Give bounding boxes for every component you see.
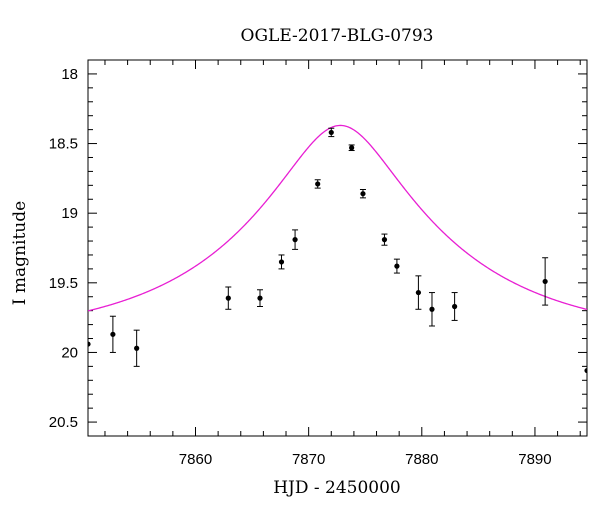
y-tick-labels: 18 18.5 19 19.5 20 20.5	[49, 66, 78, 431]
data-point	[314, 179, 321, 189]
data-points-group	[88, 127, 587, 374]
data-point	[348, 144, 355, 152]
y-tick-label: 18	[61, 66, 78, 83]
data-point	[381, 233, 388, 246]
plot-area	[87, 59, 588, 437]
x-tick-label: 7870	[292, 451, 325, 468]
x-tick-label: 7890	[518, 451, 551, 468]
chart-title: OGLE-2017-BLG-0793	[241, 26, 434, 46]
data-marker	[584, 367, 587, 374]
data-marker	[225, 295, 231, 301]
data-marker	[394, 263, 400, 269]
data-point	[88, 341, 91, 347]
data-marker	[415, 289, 422, 296]
data-point	[278, 254, 285, 270]
y-tick-label: 18.5	[49, 136, 78, 153]
data-marker	[452, 303, 458, 310]
data-marker	[257, 295, 263, 301]
data-marker	[278, 259, 285, 265]
data-marker	[315, 181, 321, 187]
data-marker	[292, 237, 298, 243]
y-tick-label: 20.5	[49, 414, 78, 431]
data-point	[359, 189, 366, 199]
x-tick-label: 7860	[179, 451, 212, 468]
data-marker	[381, 237, 388, 243]
data-marker	[349, 145, 355, 151]
x-axis-label: HJD - 2450000	[273, 478, 401, 498]
data-point	[451, 292, 458, 321]
data-point	[225, 286, 232, 310]
y-axis-label: I magnitude	[10, 201, 30, 305]
data-point	[256, 289, 263, 307]
y-tick-label: 19	[61, 205, 78, 222]
data-point	[542, 257, 549, 306]
plot-frame	[87, 59, 588, 437]
data-point	[109, 315, 116, 353]
data-marker	[88, 341, 91, 347]
data-marker	[429, 306, 435, 312]
data-point	[584, 367, 587, 374]
data-point	[428, 292, 435, 327]
data-marker	[110, 331, 116, 337]
data-point	[328, 127, 335, 138]
model-curve-group	[88, 124, 587, 312]
data-point	[133, 329, 140, 367]
x-tick-labels: 7860 7870 7880 7890	[179, 451, 552, 468]
data-marker	[134, 345, 140, 351]
x-tick-label: 7880	[405, 451, 438, 468]
y-tick-label: 20	[61, 344, 78, 361]
data-point	[415, 275, 422, 310]
data-marker	[328, 129, 334, 136]
axis-ticks	[88, 59, 587, 437]
data-marker	[542, 278, 548, 285]
model-curve	[88, 124, 587, 312]
data-marker	[360, 191, 366, 197]
data-point	[393, 258, 400, 274]
data-point	[292, 229, 299, 250]
y-tick-label: 19.5	[49, 275, 78, 292]
